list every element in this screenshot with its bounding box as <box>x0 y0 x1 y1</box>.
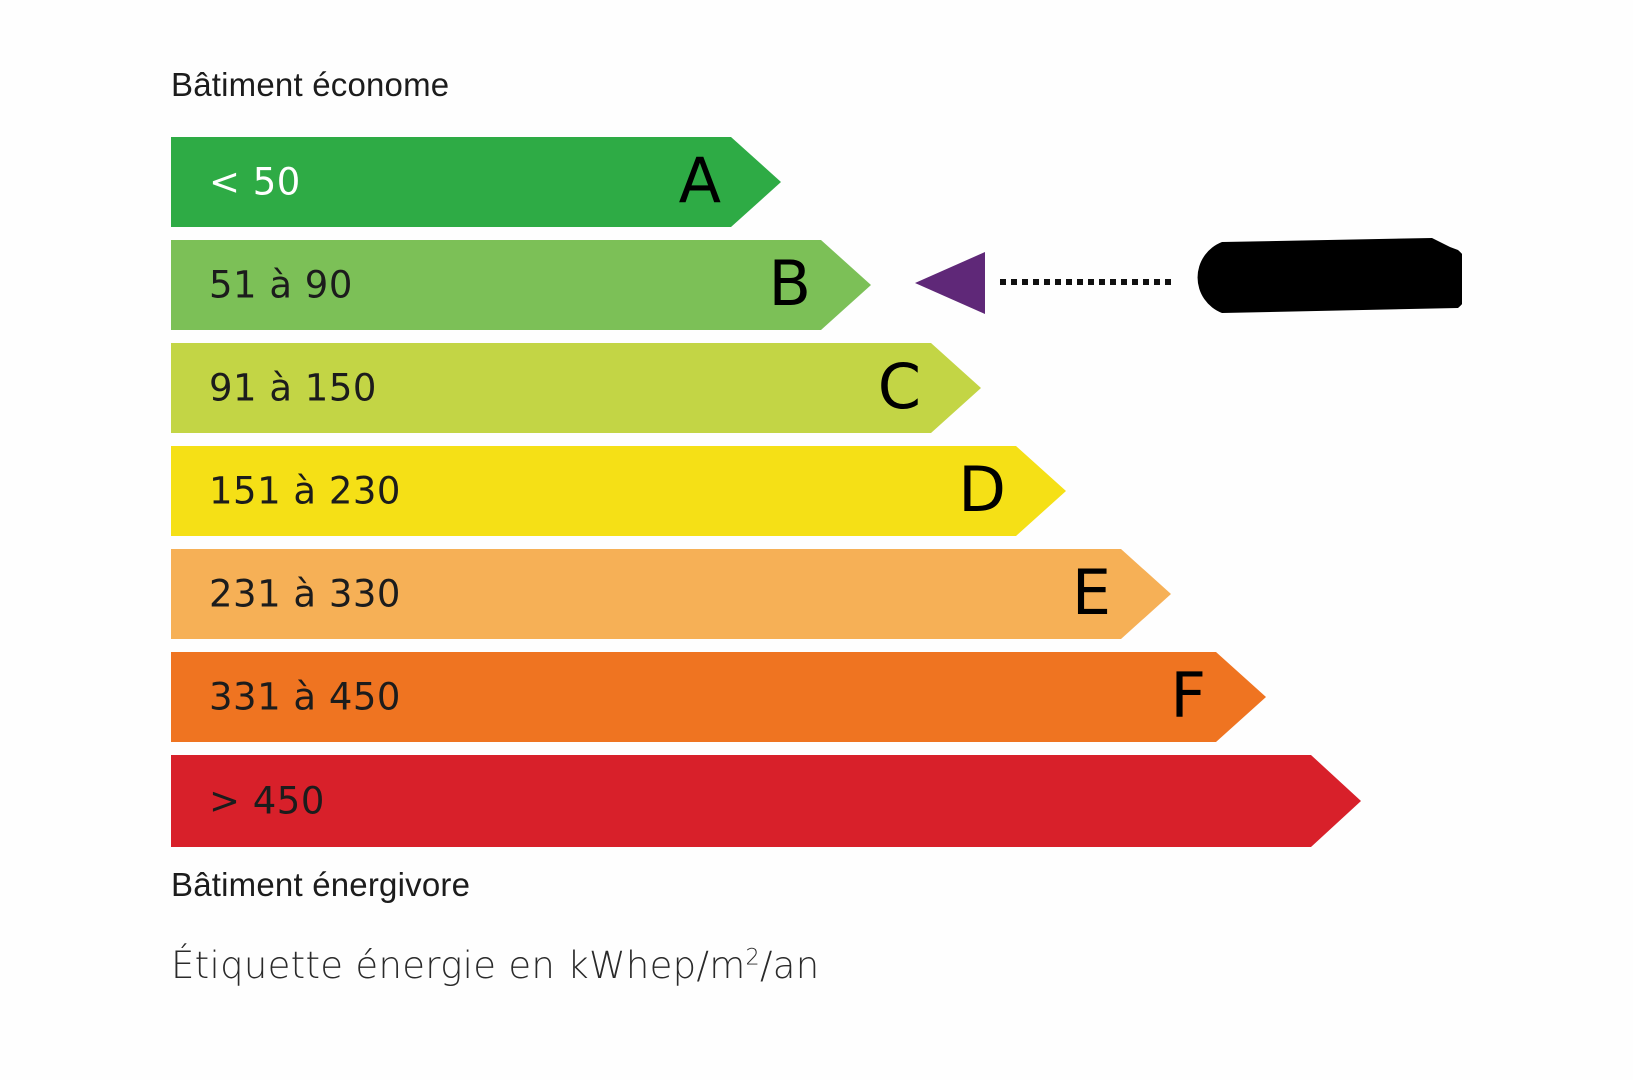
bar-arrow-shape-f <box>171 652 1266 742</box>
bottom-caption-energy-hungry-building: Bâtiment énergivore <box>171 866 471 903</box>
bar-arrow-shape-a <box>171 137 781 227</box>
leader-dot <box>1055 279 1061 285</box>
bar-range-label-f: 331 à 450 <box>209 675 401 719</box>
bar-range-label-d: 151 à 230 <box>209 469 401 513</box>
leader-dot <box>1000 279 1006 285</box>
leader-dot <box>1132 279 1138 285</box>
bar-arrow-shape-c <box>171 343 981 433</box>
redacted-value-blob <box>1197 238 1462 313</box>
leader-dot <box>1121 279 1127 285</box>
unit-caption: Étiquette énergie en kWhep/m2/an <box>171 944 820 987</box>
bar-class-letter-e: E <box>1071 555 1111 629</box>
bar-class-letter-d: D <box>958 452 1006 526</box>
leader-dot <box>1022 279 1028 285</box>
leader-dot <box>1099 279 1105 285</box>
bar-class-letter-a: A <box>678 143 721 217</box>
energy-class-bar-a[interactable]: < 50 A <box>171 137 781 227</box>
top-caption-economical-building: Bâtiment économe <box>171 66 450 103</box>
bar-class-letter-b: B <box>768 246 811 320</box>
leader-dot <box>1033 279 1039 285</box>
leader-dot <box>1044 279 1050 285</box>
energy-class-bar-c[interactable]: 91 à 150 C <box>171 343 981 433</box>
bar-arrow-shape-e <box>171 549 1171 639</box>
leader-dot <box>1088 279 1094 285</box>
bar-arrow-shape-b <box>171 240 871 330</box>
leader-dot <box>1011 279 1017 285</box>
bar-arrow-shape-g <box>171 755 1361 847</box>
bar-range-label-c: 91 à 150 <box>209 366 377 410</box>
leader-dot <box>1154 279 1160 285</box>
energy-class-bar-d[interactable]: 151 à 230 D <box>171 446 1066 536</box>
energy-class-bar-g[interactable]: > 450 <box>171 755 1361 847</box>
bar-range-label-b: 51 à 90 <box>209 263 353 307</box>
leader-dot <box>1165 279 1171 285</box>
leader-dot <box>1077 279 1083 285</box>
bar-arrow-shape-d <box>171 446 1066 536</box>
bar-class-letter-f: F <box>1170 658 1206 732</box>
bar-range-label-a: < 50 <box>209 160 301 204</box>
pointer-dotted-leader-line <box>1000 279 1176 285</box>
leader-dot <box>1143 279 1149 285</box>
bar-range-label-g: > 450 <box>209 779 325 823</box>
bar-class-letter-c: C <box>877 349 921 423</box>
energy-class-bar-f[interactable]: 331 à 450 F <box>171 652 1266 742</box>
energy-class-bar-e[interactable]: 231 à 330 E <box>171 549 1171 639</box>
pointer-triangle-icon <box>915 252 985 314</box>
energy-class-bar-b[interactable]: 51 à 90 B <box>171 240 871 330</box>
leader-dot <box>1110 279 1116 285</box>
bar-range-label-e: 231 à 330 <box>209 572 401 616</box>
leader-dot <box>1066 279 1072 285</box>
unit-caption-superscript: 2 <box>745 944 760 971</box>
